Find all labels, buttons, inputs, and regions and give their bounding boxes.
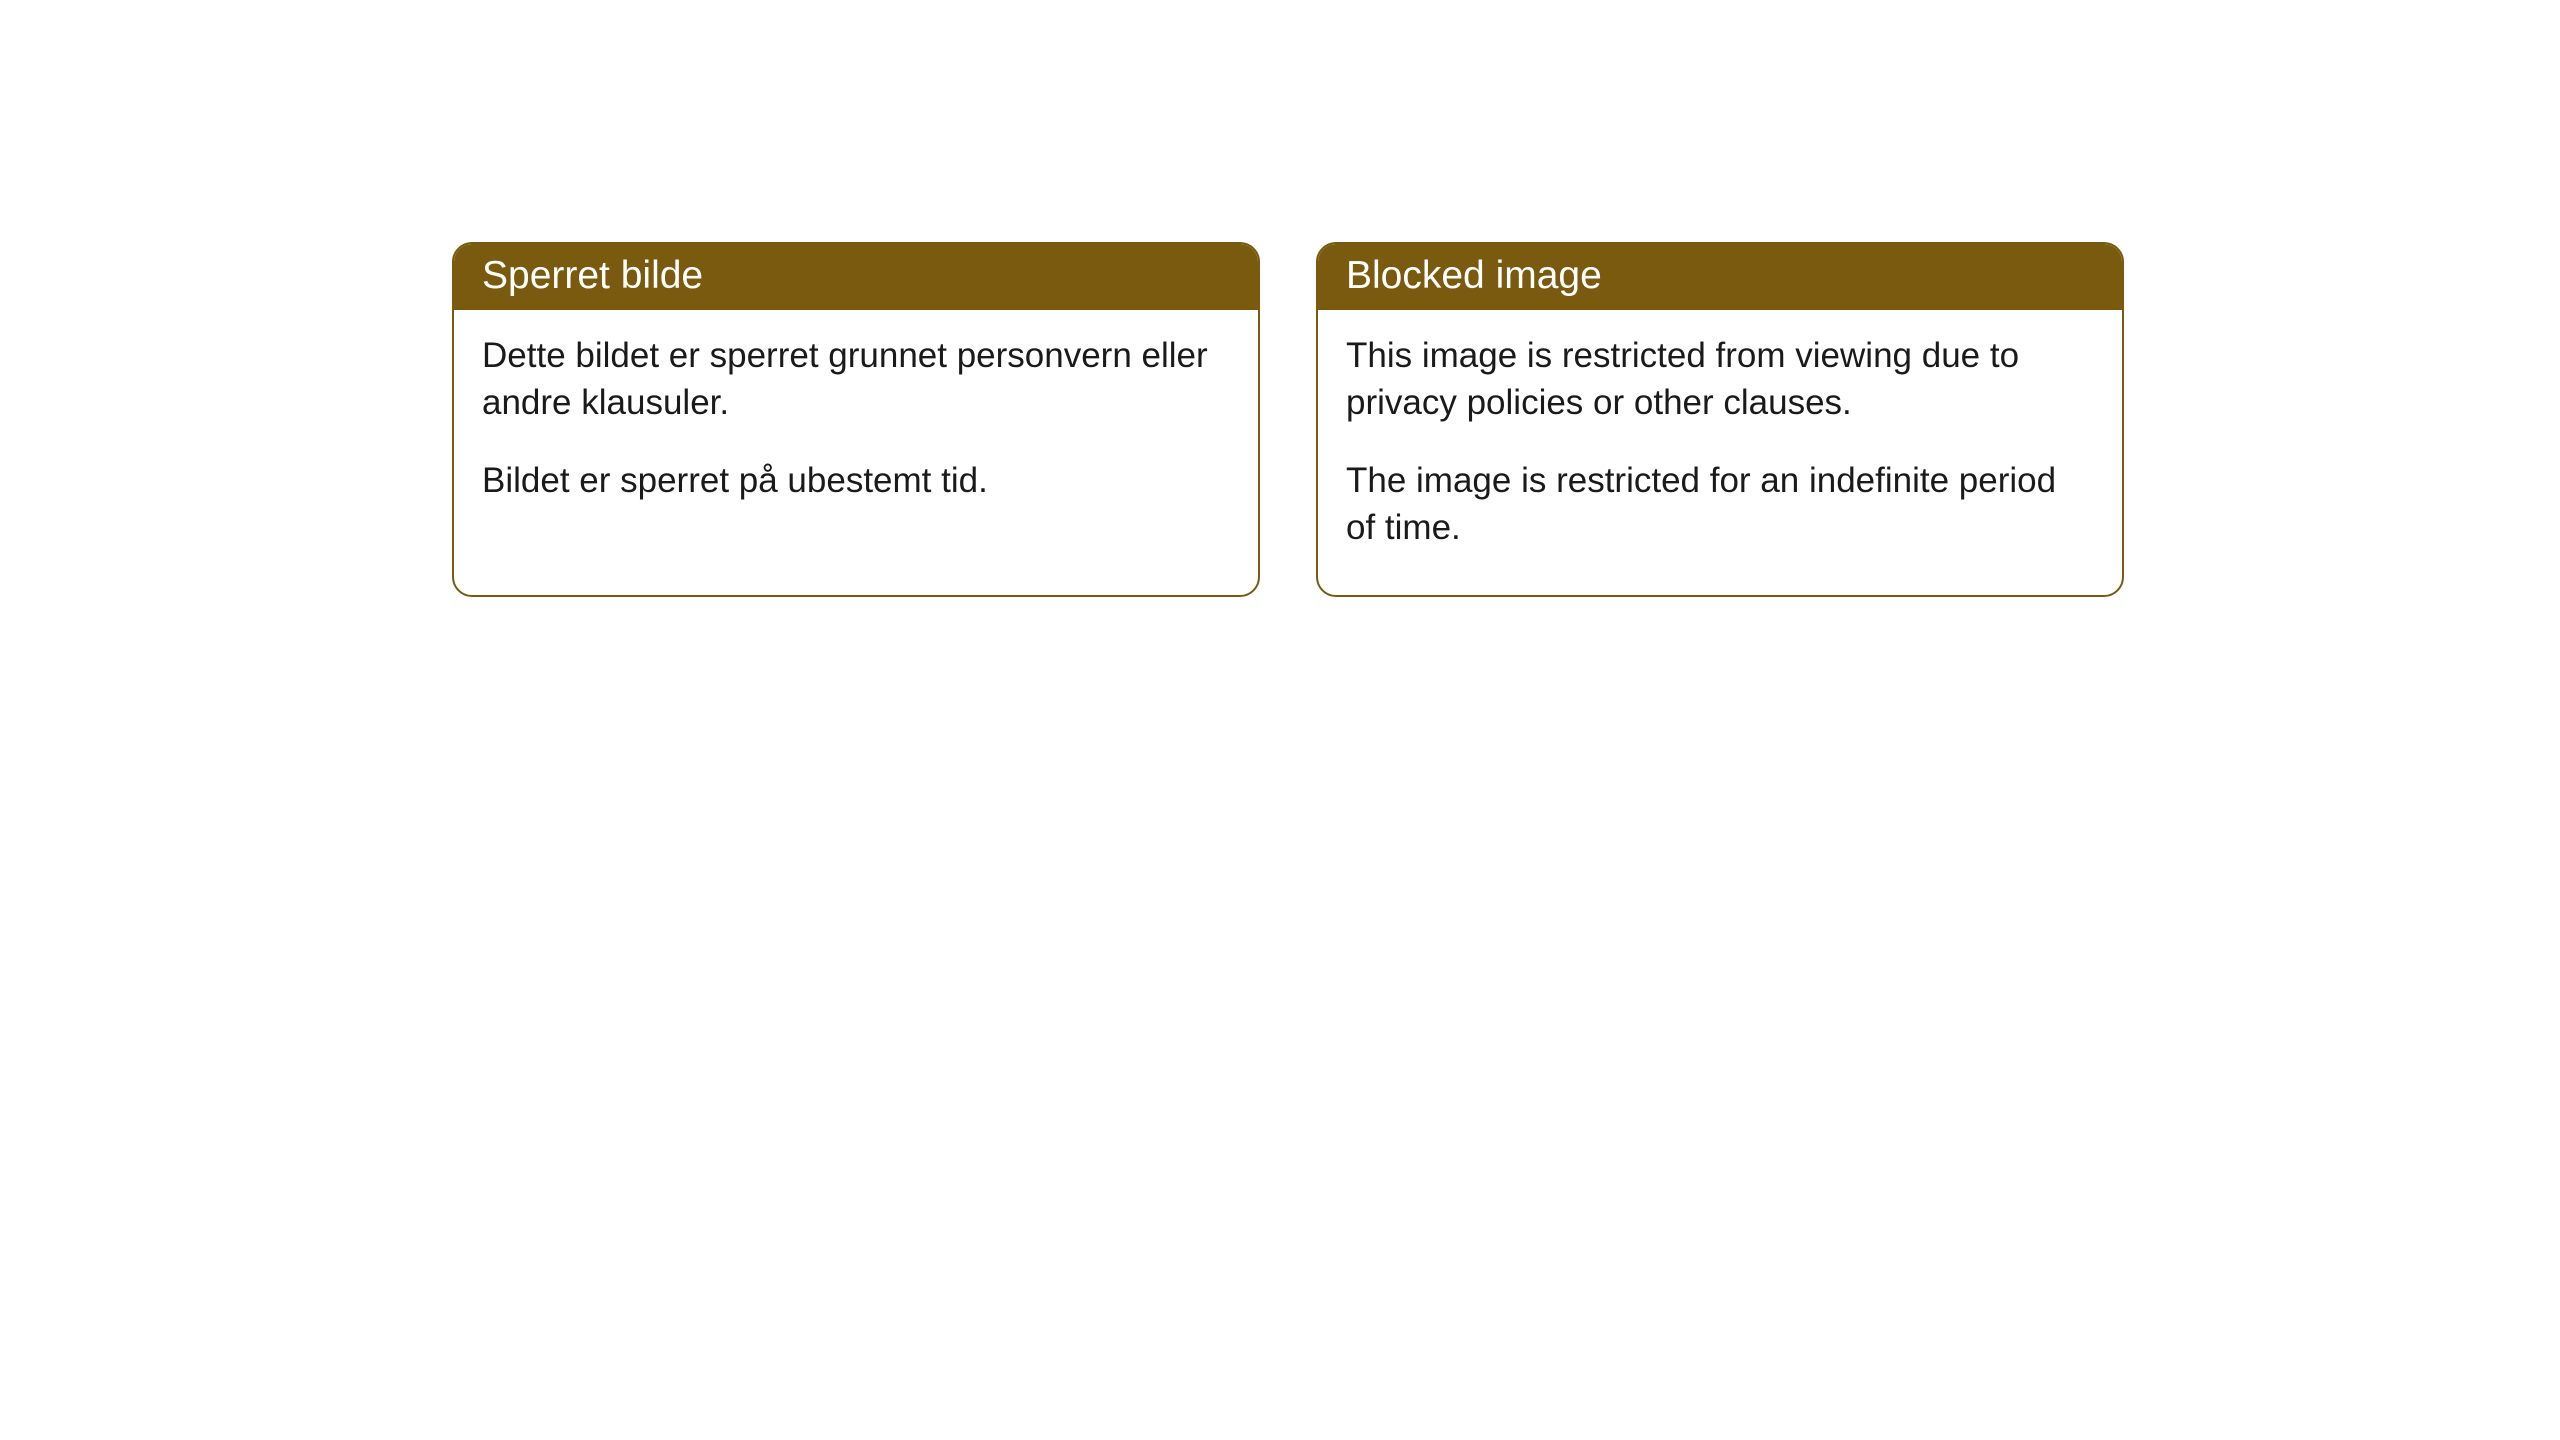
card-paragraph: Bildet er sperret på ubestemt tid. xyxy=(482,457,1230,504)
card-paragraph: Dette bildet er sperret grunnet personve… xyxy=(482,332,1230,427)
card-header: Sperret bilde xyxy=(454,244,1258,310)
notice-cards-container: Sperret bilde Dette bildet er sperret gr… xyxy=(452,242,2124,597)
notice-card-norwegian: Sperret bilde Dette bildet er sperret gr… xyxy=(452,242,1260,597)
card-paragraph: The image is restricted for an indefinit… xyxy=(1346,457,2094,552)
card-body: This image is restricted from viewing du… xyxy=(1318,310,2122,595)
notice-card-english: Blocked image This image is restricted f… xyxy=(1316,242,2124,597)
card-title: Blocked image xyxy=(1346,254,1602,297)
card-paragraph: This image is restricted from viewing du… xyxy=(1346,332,2094,427)
card-header: Blocked image xyxy=(1318,244,2122,310)
card-body: Dette bildet er sperret grunnet personve… xyxy=(454,310,1258,548)
card-title: Sperret bilde xyxy=(482,254,703,297)
